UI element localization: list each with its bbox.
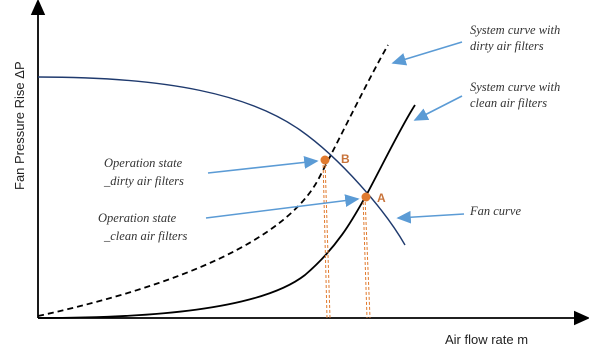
annotation-op-clean: Operation state _clean air filters (98, 211, 187, 243)
point-a (361, 192, 371, 202)
annotation-fan-curve: Fan curve (469, 204, 521, 218)
point-b-label: B (341, 152, 350, 166)
arrow-op-dirty (207, 156, 319, 174)
annotation-system-dirty: System curve with dirty air filters (470, 23, 563, 53)
y-axis-label: Fan Pressure Rise ΔP (12, 61, 27, 190)
system-curve-dirty (37, 44, 389, 317)
system-curve-clean (37, 104, 416, 319)
drop-line-a-2 (362, 196, 368, 319)
drop-line-b (324, 159, 331, 319)
point-b (320, 155, 330, 165)
point-a-label: A (377, 191, 386, 205)
arrow-system-clean (413, 95, 463, 121)
drop-line-a (364, 196, 371, 319)
arrow-op-clean (205, 194, 360, 219)
arrow-fan-curve (396, 210, 465, 224)
annotation-op-dirty: Operation state _dirty air filters (103, 156, 185, 188)
x-axis-label: Air flow rate m (445, 332, 528, 347)
drop-line-b-2 (322, 159, 328, 319)
fan-curve (37, 76, 406, 246)
arrow-system-dirty (391, 41, 463, 66)
annotation-system-clean: System curve with clean air filters (470, 80, 563, 110)
